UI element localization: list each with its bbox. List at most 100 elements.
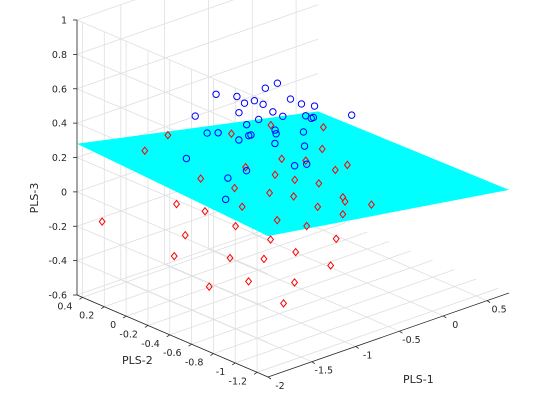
x-axis-label: PLS-1: [403, 373, 434, 386]
circle-point: [242, 120, 251, 129]
grid-line: [76, 0, 136, 21]
y-axis-label: PLS-2: [122, 354, 153, 367]
diamond-point: [260, 254, 268, 264]
circle-point: [300, 142, 309, 150]
circle-point: [271, 126, 279, 134]
tick-labels: -2-1.5-1-0.500.50.40.20-0.2-0.4-0.6-0.8-…: [48, 16, 506, 393]
x-tick-mark: [443, 315, 447, 319]
y-tick-label: 0: [110, 320, 116, 331]
circle-point: [299, 128, 308, 136]
circle-point: [259, 100, 267, 109]
diamond-point: [314, 202, 322, 212]
diamond-point: [290, 192, 298, 201]
circle-point: [233, 92, 241, 101]
diamond-point: [231, 183, 239, 193]
circle-point: [191, 112, 199, 120]
z-tick-label: -0.4: [48, 256, 67, 267]
plane-surface: [77, 111, 509, 237]
x-axis-line: [267, 292, 510, 378]
diamond-point: [238, 202, 246, 212]
x-tick-mark: [311, 361, 316, 365]
diamond-point: [303, 221, 311, 231]
z-tick-label: -0.2: [48, 222, 67, 233]
diamond-point: [173, 199, 181, 209]
grid-line: [147, 241, 390, 326]
diamond-point: [273, 215, 281, 225]
diamond-point: [266, 188, 274, 198]
diamond-point: [98, 217, 106, 227]
diamond-point: [331, 165, 339, 175]
grid-line: [76, 191, 269, 275]
y-tick-label: -0.6: [163, 348, 182, 359]
diamond-point: [164, 130, 172, 140]
circle-point: [302, 160, 311, 168]
x-tick-mark: [355, 346, 359, 349]
diamond-point: [271, 170, 279, 180]
x-tick-label: 0.5: [492, 305, 507, 316]
circle-point: [250, 97, 259, 105]
grid-line: [125, 231, 368, 317]
fitted-plane: [77, 111, 509, 237]
y-axis-line: [76, 294, 269, 378]
grid-line: [104, 222, 346, 308]
x-tick-label: -0.5: [402, 335, 421, 346]
grid-line: [76, 19, 269, 103]
circle-point: [271, 139, 279, 148]
circle-point: [214, 129, 222, 137]
grid-line: [76, 4, 319, 90]
diamond-point: [327, 261, 335, 270]
y-tick-label: 0.4: [57, 301, 72, 312]
diamond-point: [201, 206, 209, 216]
z-tick-label: 0.8: [52, 50, 67, 61]
x-tick-label: 0: [452, 320, 458, 331]
z-tick-label: 1: [61, 16, 67, 27]
circle-point: [224, 174, 232, 182]
z-tick-label: 0.6: [52, 84, 67, 95]
diamond-point: [339, 209, 347, 219]
grid-line: [76, 225, 269, 309]
circle-point: [290, 162, 299, 170]
diamond-point: [205, 282, 213, 292]
diamond-point: [170, 251, 178, 261]
grid-line: [252, 233, 444, 317]
x-tick-label: -1: [363, 350, 372, 361]
diamond-point: [315, 178, 323, 188]
circle-point: [235, 136, 243, 144]
circle-point: [203, 129, 211, 137]
circle-point: [286, 95, 295, 103]
diamond-point: [267, 120, 275, 130]
y-tick-label: -1: [216, 367, 225, 378]
circle-point: [269, 108, 277, 116]
x-tick-label: -1.5: [315, 366, 334, 377]
grid-line: [76, 260, 269, 343]
x-tick-mark: [399, 330, 403, 334]
grid-line: [76, 38, 319, 124]
x-tick-mark: [267, 376, 272, 380]
circle-point: [235, 108, 243, 117]
y-tick-label: -0.4: [141, 339, 160, 350]
y-tick-mark: [144, 325, 149, 328]
x-tick-label: -2: [275, 381, 284, 392]
grid-line: [208, 248, 400, 332]
diamond-point: [367, 200, 375, 209]
circle-point: [240, 99, 249, 107]
diamond-point: [319, 122, 327, 132]
diamond-point: [141, 146, 149, 156]
y-tick-mark: [210, 353, 214, 356]
axes-box: [73, 19, 510, 380]
grid-line: [169, 250, 411, 336]
diamond-point: [197, 174, 205, 183]
circle-point: [307, 114, 315, 123]
circle-point: [272, 130, 280, 138]
diamond-point: [227, 129, 235, 139]
y-tick-label: -0.2: [119, 329, 138, 340]
diamond-point: [302, 156, 310, 166]
diamond-point: [339, 192, 347, 202]
circle-point: [221, 195, 230, 204]
z-tick-label: -0.6: [48, 291, 67, 302]
diamond-point: [280, 298, 288, 308]
y-tick-mark: [122, 315, 127, 319]
circle-point: [310, 102, 319, 110]
y-tick-mark: [253, 371, 258, 375]
diamond-point: [278, 154, 286, 164]
